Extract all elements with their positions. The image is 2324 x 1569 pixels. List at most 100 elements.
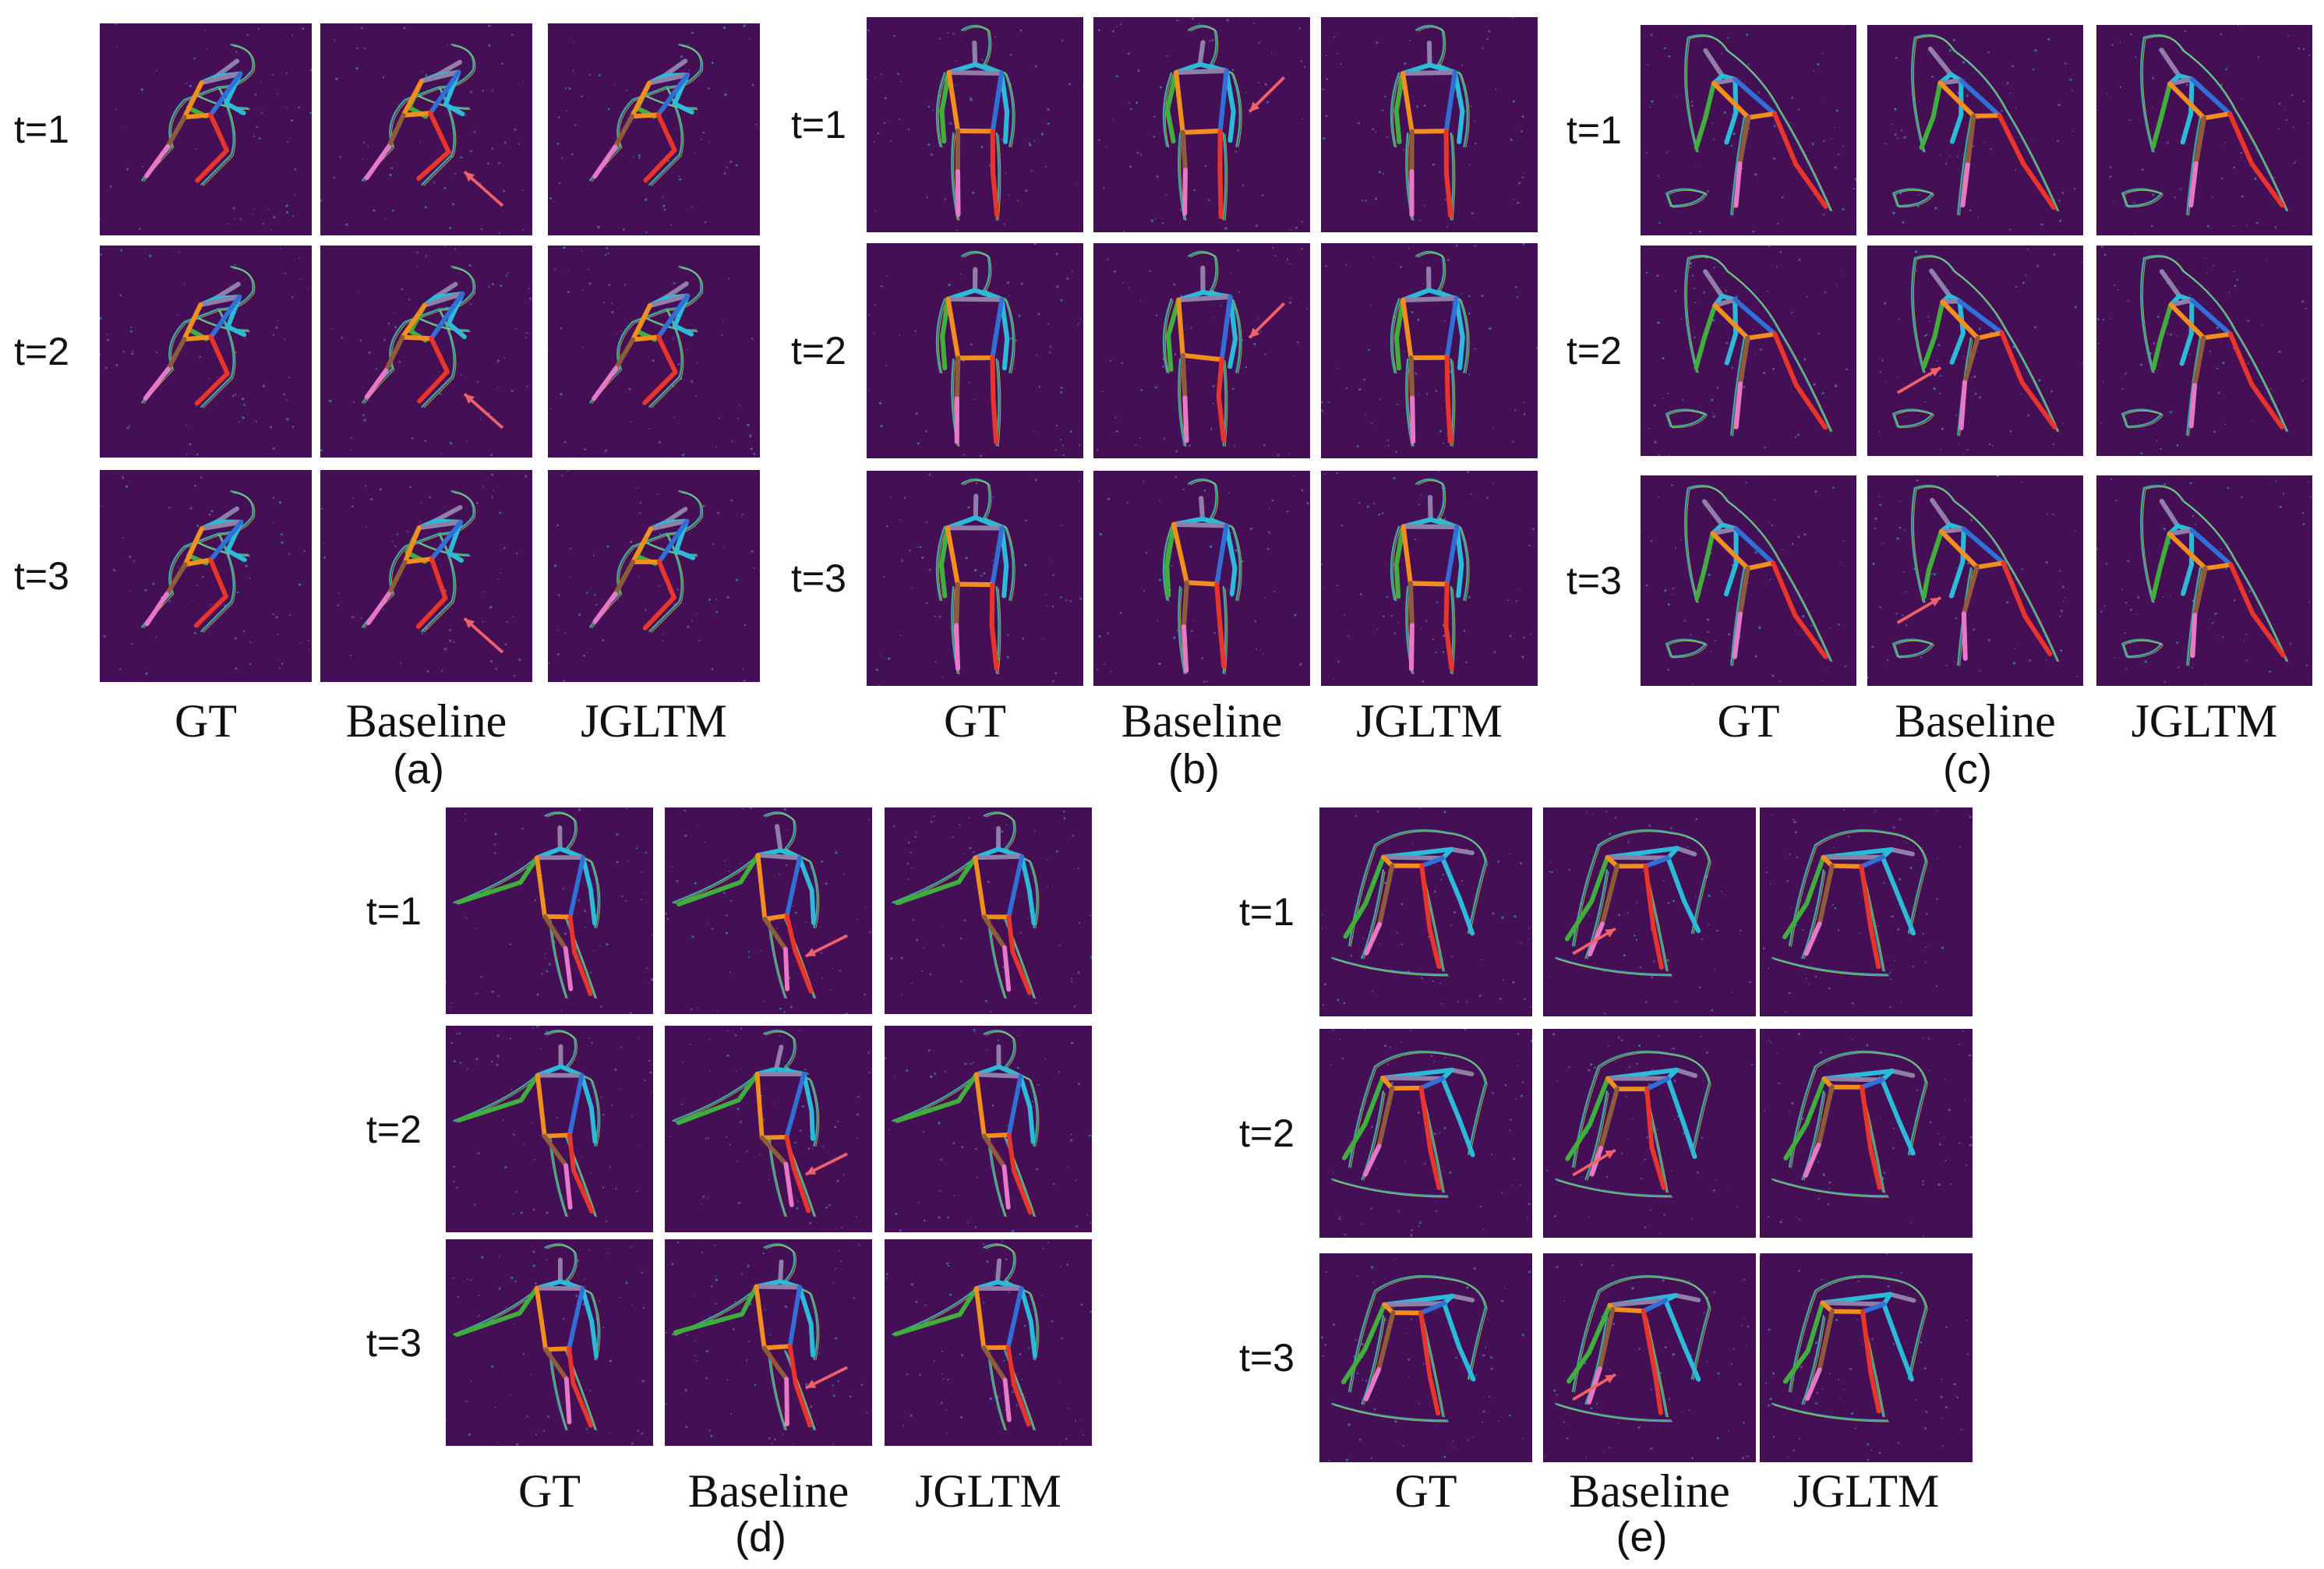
skeleton	[1343, 846, 1475, 970]
skeleton	[673, 1259, 815, 1428]
skeleton-bone-rsh-rhip	[784, 855, 802, 918]
skeleton-bone-lhip-rhip	[1610, 1306, 1646, 1314]
skeleton-bone-rsh-rhip	[2189, 528, 2234, 567]
event-noise	[867, 29, 1083, 231]
pose-overlay	[665, 1242, 868, 1445]
skeleton-bone-rhip-rknee	[428, 111, 451, 154]
skeleton-bone-rsh-rhip	[1641, 1298, 1669, 1314]
skeleton-bone-lknee-lfoot	[563, 1376, 572, 1425]
skeleton-bone-rknee-rfoot	[1653, 1375, 1664, 1415]
skeleton-bone-lsh-rsh	[199, 519, 244, 532]
event-noise	[1322, 17, 1525, 228]
body-silhouette	[1891, 254, 2059, 436]
skeleton-bone-lknee-lfoot	[1803, 921, 1822, 956]
skeleton-bone-lel-lhand	[1694, 335, 1707, 370]
skeleton-bone-lknee-lfoot	[1001, 1164, 1011, 1210]
skeleton-bone-head-neck	[1703, 269, 1725, 299]
skeleton-bone-rel-rhand	[1948, 559, 1966, 599]
skeleton-bone-lhip-rhip	[1180, 352, 1224, 362]
skeleton	[144, 506, 247, 628]
event-noise	[320, 24, 524, 234]
skeleton-bone-lsh-rsh	[1712, 297, 1738, 308]
event-noise	[890, 810, 1092, 1012]
skeleton-bone-rknee-rfoot	[415, 595, 448, 629]
skeleton-bone-lhip-lknee	[1408, 355, 1415, 401]
column-label-gt: GT	[1394, 1465, 1457, 1517]
pose-overlay	[868, 243, 1081, 457]
skeleton-bone-lsh-lhip	[630, 526, 653, 564]
body-silhouette	[2121, 484, 2288, 666]
skeleton-bone-lsh-rsh	[416, 519, 464, 531]
event-frame-e-r2-jgltm	[1760, 1029, 1973, 1238]
skeleton-bone-lel-lhand	[1783, 1122, 1810, 1161]
skeleton-bone-rsh-rel	[1224, 523, 1238, 571]
skeleton	[676, 1044, 815, 1214]
skeleton-bone-lsh-lhip	[402, 525, 422, 565]
column-label-baseline: Baseline	[1895, 695, 2056, 747]
event-frame-e-r1-baseline	[1543, 807, 1756, 1016]
event-noise	[446, 807, 653, 1014]
body-silhouette-highlight	[364, 267, 476, 408]
pose-overlay	[100, 476, 310, 675]
skeleton-bone-rel-rhand	[1897, 897, 1916, 936]
skeleton-bone-rsh-rhip	[567, 855, 586, 920]
skeleton-bone-lsh-lhip	[1937, 80, 1976, 118]
body-silhouette	[1665, 484, 1832, 666]
skeleton-bone-rsh-rhip	[1860, 1077, 1885, 1090]
skeleton-bone-lhip-rhip	[1829, 863, 1864, 869]
event-noise	[665, 807, 871, 1014]
skeleton-bone-lsh-lhip	[2167, 531, 2208, 571]
skeleton-bone-rsh-rhip	[208, 519, 244, 563]
skeleton-bone-rel-rhand	[1227, 337, 1238, 369]
skeleton-bone-lknee-lfoot	[563, 1163, 573, 1210]
skeleton-bone-lhip-lknee	[1597, 1306, 1616, 1371]
skeleton-bone-rhip-rknee	[1006, 914, 1015, 954]
skeleton-bone-lsh-lhip	[630, 80, 652, 119]
skeleton-bone-rsh-rhip	[2189, 298, 2234, 337]
skeleton-bone-lsh-rsh	[945, 296, 1005, 302]
skeleton-bone-lhip-lknee	[383, 334, 405, 373]
event-noise	[548, 246, 756, 457]
column-label-baseline: Baseline	[1569, 1465, 1730, 1517]
skeleton-bone-head-neck	[1674, 1067, 1698, 1079]
skeleton-bone-lhip-rhip	[2202, 111, 2233, 121]
skeleton-bone-rknee-rfoot	[570, 1380, 593, 1428]
skeleton-bone-lknee-lfoot	[1732, 611, 1743, 659]
skeleton-bone-lhip-lknee	[613, 559, 636, 596]
skeleton-bone-lsh-rsh	[1937, 78, 1964, 86]
skeleton-bone-lel-lhand	[1782, 1348, 1810, 1384]
skeleton-bone-rsh-rhip	[429, 519, 464, 562]
event-frame-d-r2-gt	[446, 1026, 653, 1232]
skeleton-bone-lknee-lfoot	[1733, 161, 1743, 208]
skeleton-bone-lsh-rsh	[422, 291, 465, 308]
skeleton-bone-lhip-rhip	[401, 111, 433, 118]
skeleton-bone-lsh-lel	[738, 853, 761, 885]
skeleton-bone-lhip-lknee	[1961, 564, 1980, 617]
skeleton-bone-rhip-rknee	[989, 582, 995, 629]
skeleton-bone-rsh-rhip	[1958, 78, 2002, 118]
time-label: t=3	[1239, 1336, 1294, 1380]
skeleton-bone-lhip-lknee	[981, 1345, 1008, 1383]
body-silhouette-highlight	[1557, 831, 1711, 977]
skeleton-bone-lsh-rsh	[2167, 528, 2195, 536]
time-label: t=2	[14, 330, 69, 373]
event-noise	[1320, 1259, 1531, 1462]
pose-overlay	[867, 24, 1083, 231]
skeleton-bone-lhip-lknee	[613, 114, 634, 150]
skeleton-bone-rsh-rhip	[1217, 68, 1229, 133]
skeleton-bone-lknee-lfoot	[2188, 161, 2199, 208]
skeleton-bone-rhip-rknee	[1006, 1132, 1016, 1173]
error-arrow	[1896, 366, 1942, 394]
pose-overlay	[446, 1243, 645, 1446]
skeleton-bone-lhip-rhip	[1184, 580, 1220, 587]
skeleton-bone-rel-rhand	[1229, 566, 1238, 596]
event-frame-c-r3-gt	[1641, 475, 1856, 686]
skeleton-bone-lsh-lel	[1362, 1302, 1387, 1352]
skeleton-bone-lsh-lhip	[946, 69, 961, 134]
event-frame-c-r2-gt	[1641, 246, 1856, 456]
skeleton-bone-lsh-lhip	[1711, 80, 1751, 120]
skeleton-bone-lsh-rsh	[1381, 854, 1446, 861]
event-frame-c-r3-baseline	[1867, 475, 2083, 686]
body-silhouette-highlight	[938, 480, 1015, 675]
skeleton-bone-lsh-rsh	[754, 1284, 802, 1290]
